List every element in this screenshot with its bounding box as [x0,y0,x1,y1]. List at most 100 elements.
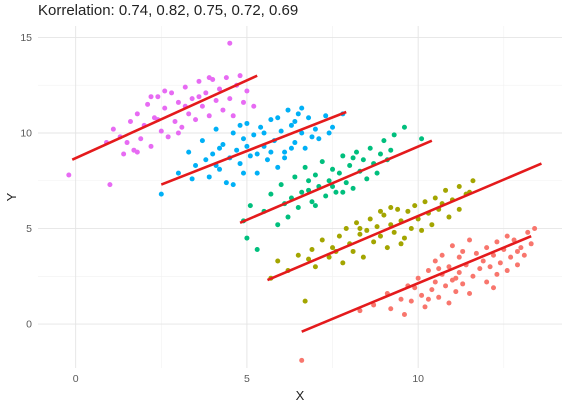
data-point-series-2 [302,298,308,304]
fit-line-series-5 [71,74,258,161]
data-point-series-1 [491,285,497,291]
data-point-series-4 [230,182,236,188]
data-point-series-4 [312,126,318,132]
data-point-series-1 [484,245,490,251]
data-point-series-1 [446,300,452,306]
data-point-series-3 [244,235,250,241]
data-point-series-3 [354,149,360,155]
data-point-series-1 [429,287,435,293]
y-tick-label: 10 [20,127,32,139]
data-point-series-2 [275,258,281,264]
data-point-series-1 [449,243,455,249]
data-point-series-1 [504,233,510,239]
data-point-series-4 [264,157,270,163]
data-point-series-3 [285,214,291,220]
data-point-series-4 [275,164,281,170]
data-point-series-2 [319,237,325,243]
data-point-series-3 [360,157,366,163]
y-axis-title: Y [4,192,19,201]
data-point-series-4 [295,111,301,117]
data-point-series-5 [206,75,212,81]
data-point-series-4 [292,119,298,125]
data-point-series-2 [377,208,383,214]
data-point-series-3 [319,159,325,165]
data-point-series-3 [299,189,305,195]
data-point-series-2 [470,178,476,184]
data-point-series-4 [203,157,209,163]
data-point-series-1 [504,268,510,274]
data-point-series-1 [518,245,524,251]
data-point-series-1 [477,266,483,272]
data-point-series-2 [408,226,414,232]
data-point-series-2 [354,220,360,226]
data-point-series-4 [288,145,294,151]
data-point-series-4 [175,170,181,176]
y-tick-label: 5 [26,223,32,235]
data-point-series-1 [494,239,500,245]
data-point-series-3 [374,170,380,176]
data-point-series-3 [377,151,383,157]
data-point-series-2 [330,245,336,251]
data-point-series-1 [371,302,377,308]
data-point-series-5 [213,98,219,104]
data-point-series-2 [364,227,370,233]
data-point-series-3 [388,147,394,153]
data-point-series-4 [288,122,294,128]
data-point-series-2 [412,203,418,209]
data-point-series-4 [217,145,223,151]
data-point-series-4 [213,126,219,132]
chart-title: Korrelation: 0.74, 0.82, 0.75, 0.72, 0.6… [38,2,299,19]
data-point-series-3 [419,136,425,142]
data-point-series-1 [422,304,428,310]
data-point-series-2 [360,254,366,260]
data-point-series-3 [336,170,342,176]
data-point-series-3 [343,180,349,186]
data-point-series-4 [199,138,205,144]
data-point-series-5 [169,90,175,96]
data-point-series-2 [456,183,462,189]
data-point-series-2 [357,231,363,237]
data-point-series-1 [357,308,363,314]
data-point-series-4 [261,130,267,136]
data-point-series-3 [254,247,260,253]
data-point-series-5 [127,119,133,125]
data-point-series-4 [292,140,298,146]
data-point-series-3 [306,178,312,184]
data-point-series-2 [384,245,390,251]
x-tick-label: 0 [73,373,79,385]
data-point-series-3 [302,164,308,170]
data-point-series-4 [302,145,308,151]
data-point-series-5 [107,182,113,188]
data-point-series-3 [340,153,346,159]
data-points [66,40,538,363]
data-point-series-3 [268,191,274,197]
data-point-series-5 [148,143,154,149]
data-point-series-3 [292,174,298,180]
data-point-series-2 [350,248,356,254]
data-point-series-1 [528,241,534,247]
data-point-series-4 [186,149,192,155]
data-point-series-2 [395,206,401,212]
data-point-series-4 [240,170,246,176]
data-point-series-2 [340,260,346,266]
data-point-series-2 [405,208,411,214]
data-point-series-4 [316,136,322,142]
data-point-series-5 [66,172,72,178]
data-point-series-1 [514,262,520,268]
fit-line-series-3 [239,139,433,224]
data-point-series-1 [494,271,500,277]
data-point-series-4 [217,166,223,172]
data-point-series-1 [514,248,520,254]
data-point-series-5 [230,113,236,119]
data-point-series-4 [158,191,164,197]
data-point-series-1 [460,281,466,287]
data-point-series-1 [401,312,407,318]
data-point-series-5 [199,103,205,109]
data-point-series-5 [158,128,164,134]
data-point-series-5 [227,40,233,46]
data-point-series-3 [347,162,353,168]
data-point-series-4 [268,117,274,123]
data-point-series-1 [415,275,421,281]
data-point-series-1 [508,254,514,260]
